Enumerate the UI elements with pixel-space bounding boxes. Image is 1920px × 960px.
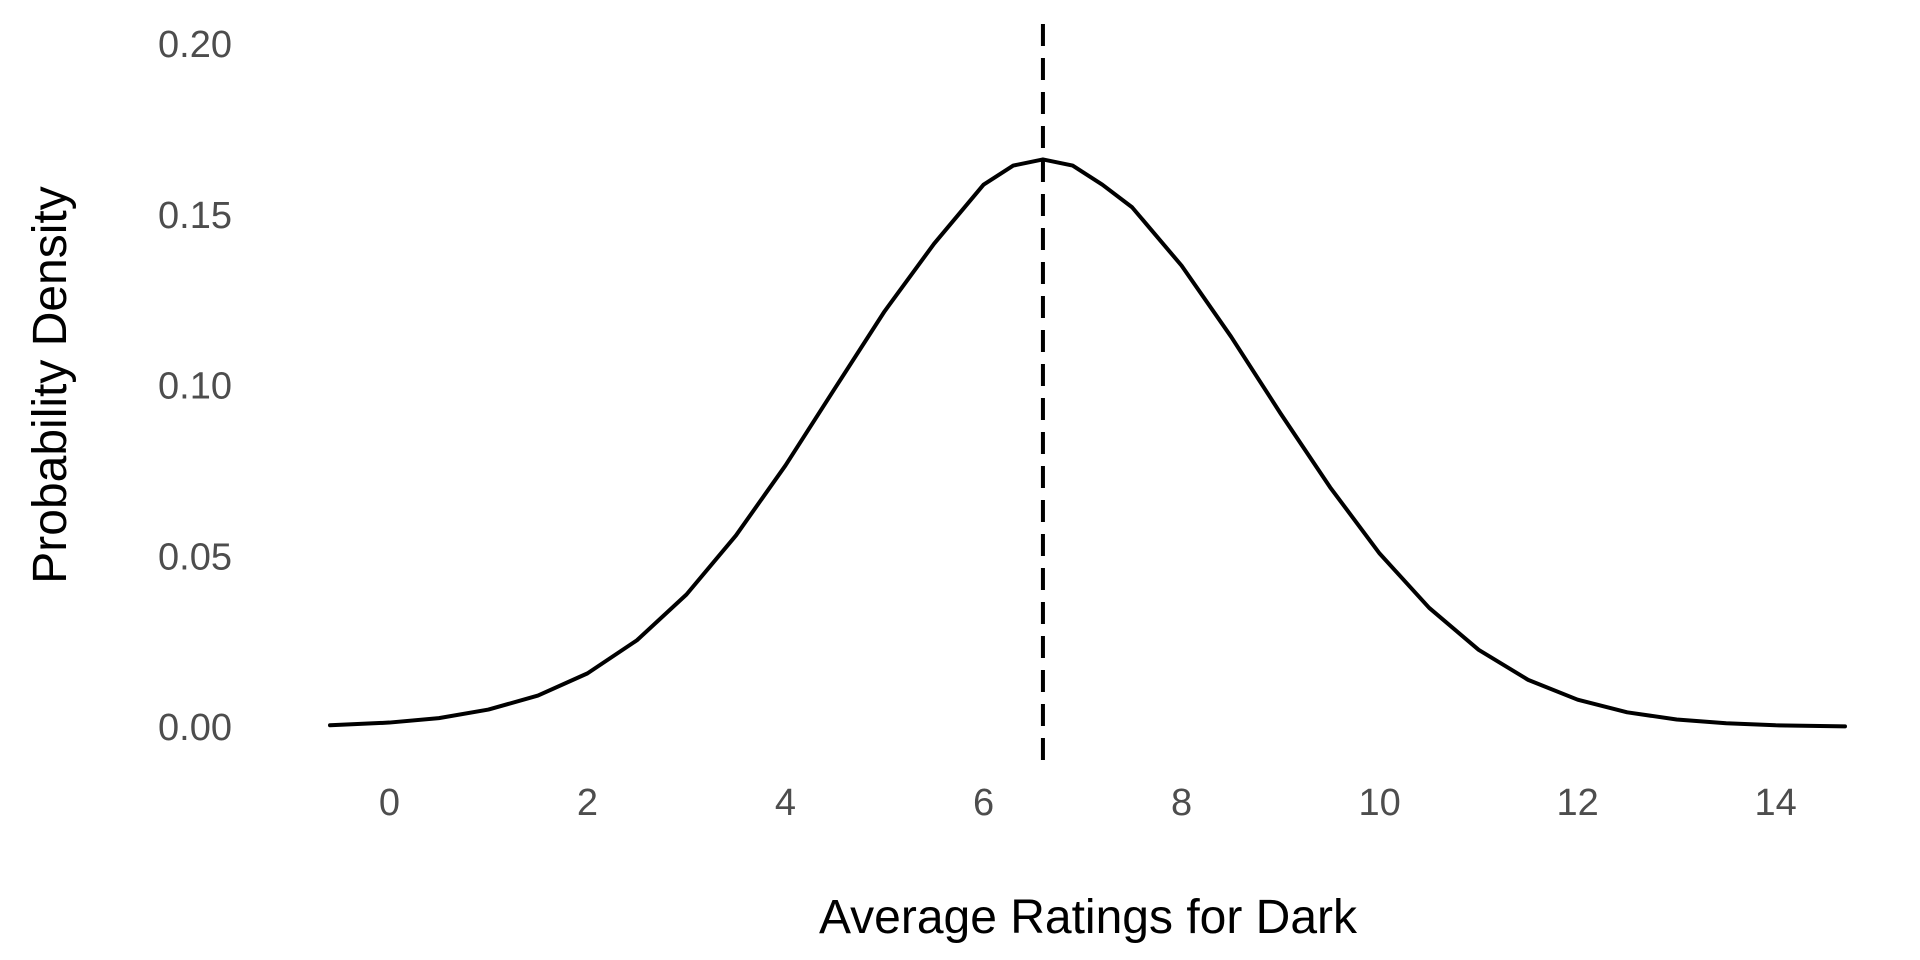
y-tick-labels: 0.00 0.05 0.10 0.15 0.20	[158, 24, 232, 749]
density-curve	[328, 157, 1847, 729]
y-tick-label: 0.05	[158, 536, 232, 578]
x-tick-label: 12	[1557, 782, 1599, 824]
y-tick-label: 0.20	[158, 24, 232, 66]
x-axis-title: Average Ratings for Dark	[819, 891, 1358, 944]
x-tick-label: 14	[1755, 782, 1797, 824]
x-tick-label: 10	[1358, 782, 1400, 824]
x-tick-label: 4	[775, 782, 796, 824]
x-tick-label: 2	[577, 782, 598, 824]
y-tick-label: 0.15	[158, 195, 232, 237]
x-tick-label: 6	[973, 782, 994, 824]
x-tick-labels: 0 2 4 6 8 10 12 14	[379, 782, 1797, 824]
y-tick-label: 0.10	[158, 366, 232, 408]
y-axis-title: Probability Density	[24, 186, 77, 584]
y-tick-label: 0.00	[158, 707, 232, 749]
x-tick-label: 0	[379, 782, 400, 824]
x-tick-label: 8	[1171, 782, 1192, 824]
